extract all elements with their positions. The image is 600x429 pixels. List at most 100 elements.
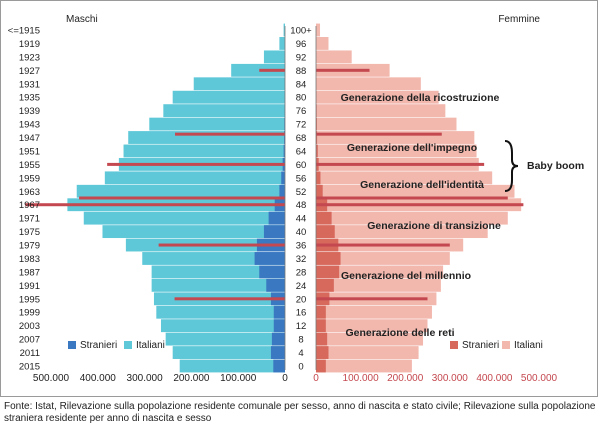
birth-year-tick-label: 2015: [19, 362, 40, 373]
bar-stranieri-maschi: [281, 171, 285, 185]
females-x-tick-label: 0: [313, 373, 319, 384]
baby-boom-brace: [504, 140, 519, 192]
generation-line-maschi: [107, 162, 285, 166]
bar-italiani-maschi: [160, 319, 285, 333]
bar-stranieri-femmine: [316, 346, 329, 359]
bar-italiani-femmine: [316, 252, 450, 265]
birth-year-tick-label: 1927: [19, 66, 40, 77]
birth-year-tick-label: 1971: [19, 214, 40, 225]
generation-line-femmine: [316, 68, 370, 72]
bar-stranieri-maschi: [263, 225, 285, 239]
bar-italiani-maschi: [76, 184, 286, 198]
bar-stranieri-femmine: [316, 131, 318, 144]
bar-stranieri-femmine: [316, 278, 334, 292]
age-tick-label: 24: [296, 281, 307, 292]
age-tick-label: 48: [296, 200, 307, 211]
bar-italiani-maschi: [283, 23, 285, 37]
females-x-tick-label: 400.000: [476, 373, 513, 384]
generation-line-femmine: [316, 162, 485, 166]
bar-italiani-femmine: [316, 90, 439, 104]
age-tick-label: 72: [296, 120, 307, 131]
bar-stranieri-maschi: [259, 265, 285, 279]
bar-italiani-maschi: [231, 63, 285, 77]
females-panel-title: Femmine: [498, 14, 540, 25]
source-note: Fonte: Istat, Rilevazione sulla popolazi…: [4, 401, 596, 424]
bar-italiani-maschi: [142, 252, 285, 265]
annotation-identita: Generazione dell'identità: [360, 179, 484, 191]
age-tick-label: 52: [296, 187, 307, 198]
bar-italiani-femmine: [316, 77, 421, 91]
bar-stranieri-maschi: [284, 131, 285, 144]
bar-stranieri-femmine: [316, 144, 318, 158]
bar-italiani-maschi: [172, 346, 285, 359]
age-tick-label: 0: [298, 362, 303, 373]
legend-label-italiani-m: Italiani: [136, 340, 165, 351]
females-x-tick-label: 500.000: [521, 373, 558, 384]
age-tick-label: 16: [296, 308, 307, 319]
bar-stranieri-femmine: [316, 359, 326, 373]
bar-stranieri-femmine: [316, 117, 317, 131]
bar-stranieri-maschi: [266, 278, 285, 292]
bar-stranieri-femmine: [316, 225, 335, 239]
annotation-baby-boom: Baby boom: [527, 160, 584, 172]
legend-swatch-stranieri-m: [68, 341, 76, 349]
generation-line-maschi: [158, 243, 285, 247]
birth-year-tick-label: 1995: [19, 294, 40, 305]
generation-line-maschi: [25, 203, 285, 207]
males-x-tick-label: 0: [282, 373, 288, 384]
annotation-reti: Generazione delle reti: [345, 327, 454, 339]
bar-stranieri-maschi: [271, 332, 285, 346]
bar-stranieri-femmine: [316, 319, 326, 333]
birth-year-tick-label: 1963: [19, 187, 40, 198]
age-tick-label: 88: [296, 66, 307, 77]
males-x-tick-label: 300.000: [127, 373, 164, 384]
bar-italiani-maschi: [165, 332, 285, 346]
males-x-tick-label: 500.000: [33, 373, 70, 384]
age-tick-label: 92: [296, 52, 307, 63]
birth-year-tick-label: 1923: [19, 52, 40, 63]
legend-swatch-italiani-f: [502, 341, 510, 349]
bar-italiani-femmine: [316, 332, 424, 346]
birth-year-tick-label: 1959: [19, 173, 40, 184]
age-tick-label: 100+: [290, 26, 312, 37]
bar-italiani-femmine: [316, 359, 412, 373]
age-tick-label: 44: [296, 214, 307, 225]
birth-year-tick-label: 1999: [19, 308, 40, 319]
birth-year-tick-label: 1943: [19, 120, 40, 131]
bar-stranieri-femmine: [316, 265, 340, 279]
annotation-impegno: Generazione dell'impegno: [347, 142, 477, 154]
bar-italiani-femmine: [316, 346, 419, 359]
bar-italiani-femmine: [316, 37, 329, 50]
birth-year-tick-label: 1975: [19, 227, 40, 238]
bar-stranieri-maschi: [270, 346, 285, 359]
age-tick-label: 12: [296, 321, 307, 332]
bar-stranieri-maschi: [279, 184, 285, 198]
bar-stranieri-maschi: [273, 359, 285, 373]
age-tick-label: 60: [296, 160, 307, 171]
annotation-ricostruzione: Generazione della ricostruzione: [341, 92, 500, 104]
males-x-tick-label: 200.000: [173, 373, 210, 384]
annotation-transizione: Generazione di transizione: [367, 220, 501, 232]
birth-year-tick-label: 1939: [19, 106, 40, 117]
females-legend: Stranieri Italiani: [450, 340, 543, 351]
bar-italiani-maschi: [263, 50, 285, 64]
generation-line-maschi: [259, 68, 285, 72]
birth-year-tick-label: 1951: [19, 146, 40, 157]
bar-stranieri-femmine: [316, 171, 321, 185]
bar-italiani-maschi: [123, 144, 285, 158]
birth-year-tick-label: 1987: [19, 267, 40, 278]
bar-italiani-femmine: [316, 225, 488, 239]
age-tick-label: 28: [296, 267, 307, 278]
generation-lines: [25, 68, 524, 301]
bar-italiani-femmine: [316, 211, 508, 225]
legend-label-italiani-f: Italiani: [514, 340, 543, 351]
legend-label-stranieri-m: Stranieri: [80, 340, 117, 351]
birth-year-tick-label: 1967: [19, 200, 40, 211]
bar-italiani-maschi: [151, 265, 285, 279]
females-x-tick-label: 200.000: [387, 373, 424, 384]
age-tick-label: 20: [296, 294, 307, 305]
birth-year-tick-label: 1955: [19, 160, 40, 171]
legend-swatch-italiani-m: [124, 341, 132, 349]
generation-line-maschi: [175, 132, 285, 136]
bar-italiani-femmine: [316, 171, 493, 185]
